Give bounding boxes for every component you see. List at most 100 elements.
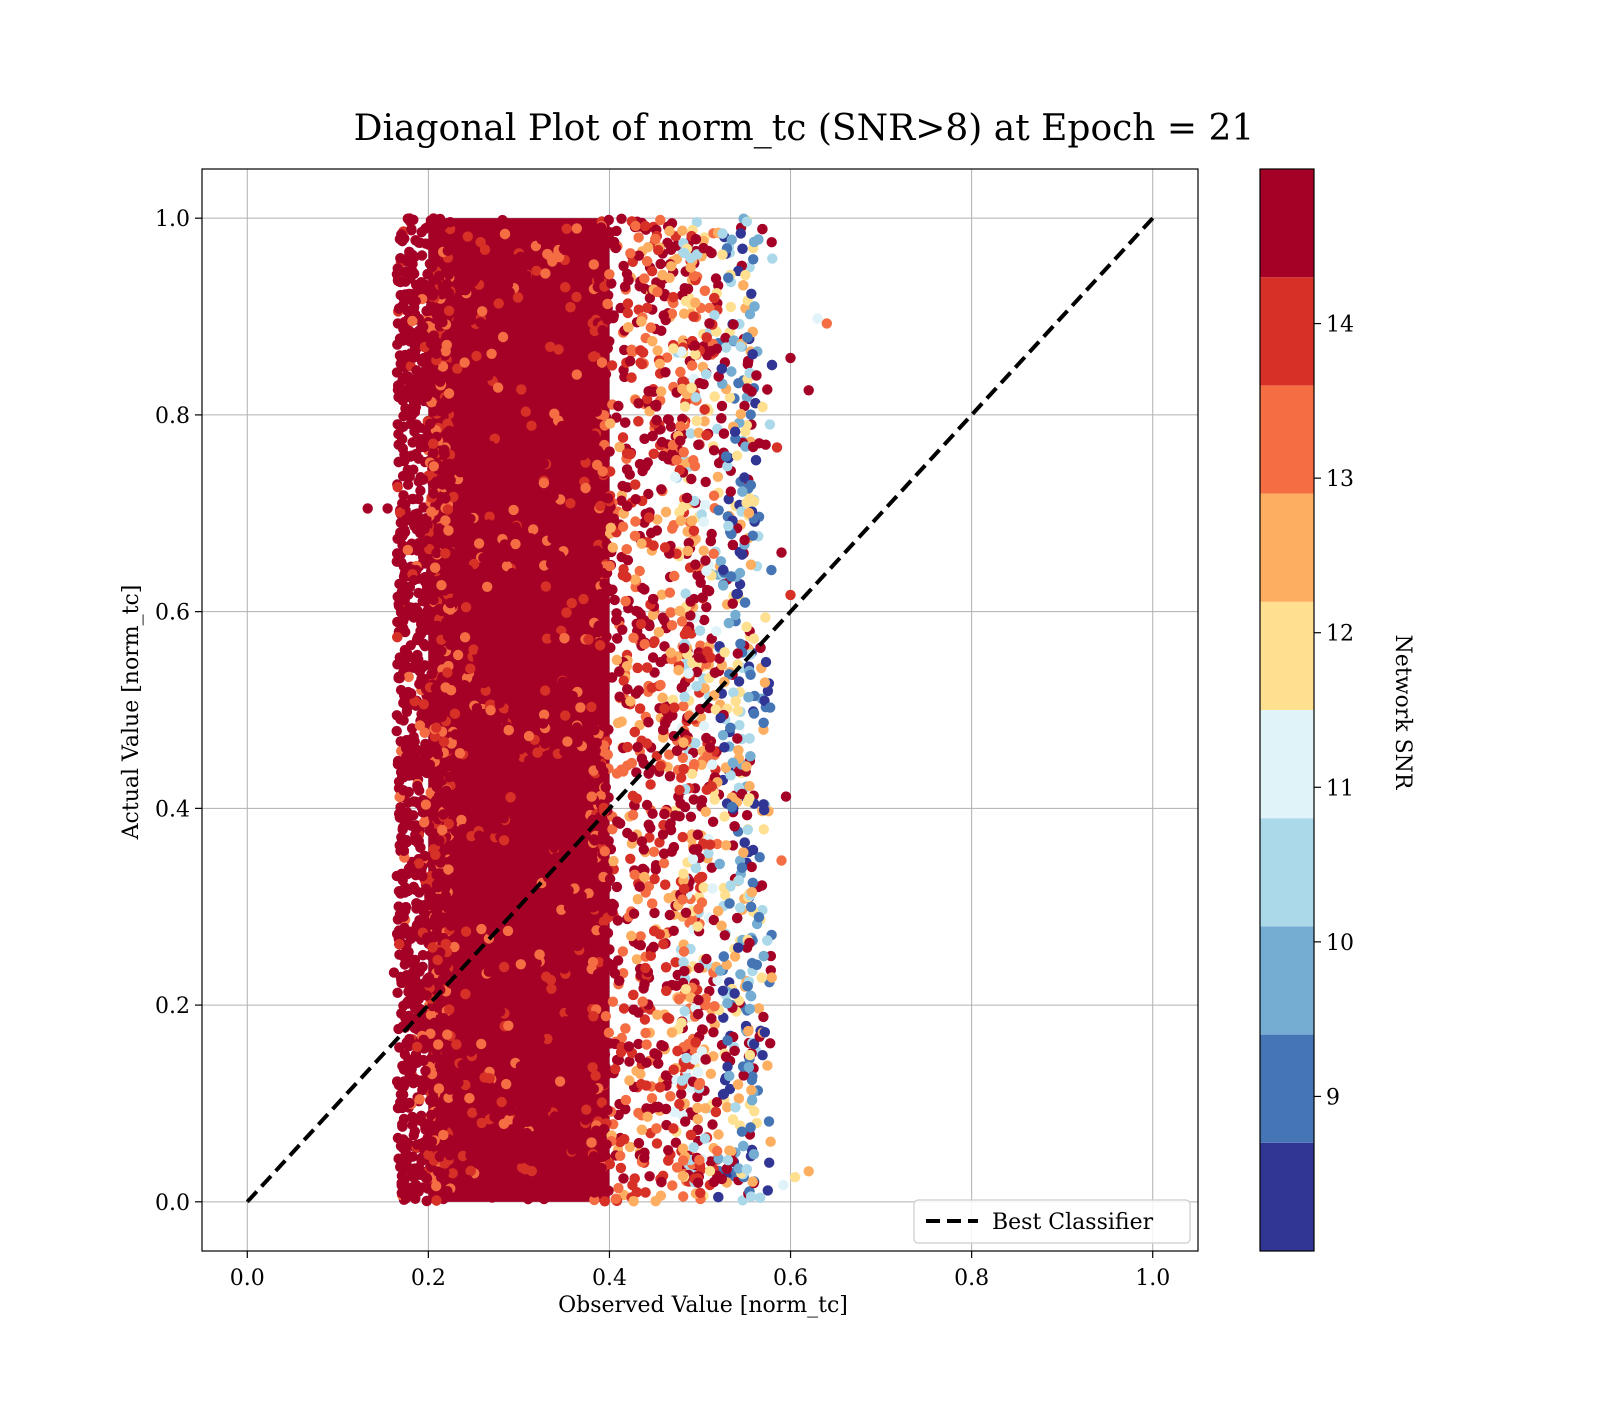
scatter-point [737, 486, 747, 496]
scatter-point [630, 531, 640, 541]
scatter-point [444, 288, 454, 298]
scatter-point [696, 872, 706, 882]
scatter-point [694, 1080, 704, 1090]
scatter-point [765, 1038, 775, 1048]
scatter-point [737, 244, 747, 254]
scatter-point [441, 617, 451, 627]
scatter-point [635, 1069, 645, 1079]
scatter-point [718, 730, 728, 740]
scatter-point [741, 622, 751, 632]
scatter-point [671, 455, 681, 465]
scatter-point [564, 902, 574, 912]
scatter-point [635, 1053, 645, 1063]
scatter-point [499, 835, 509, 845]
scatter-point [560, 479, 570, 489]
scatter-point [473, 861, 483, 871]
scatter-point [660, 367, 670, 377]
scatter-point [412, 605, 422, 615]
scatter-point [395, 382, 405, 392]
scatter-point [608, 997, 618, 1007]
scatter-point [652, 1138, 662, 1148]
scatter-point [705, 1166, 715, 1176]
scatter-point [508, 272, 518, 282]
scatter-point [718, 565, 728, 575]
scatter-point [569, 558, 579, 568]
scatter-point [587, 875, 597, 885]
scatter-point [645, 823, 655, 833]
scatter-point [616, 1163, 626, 1173]
scatter-point [733, 705, 743, 715]
scatter-point [496, 746, 506, 756]
scatter-point [445, 640, 455, 650]
scatter-point [468, 644, 478, 654]
scatter-point [546, 559, 556, 569]
scatter-point [504, 725, 514, 735]
scatter-point [736, 228, 746, 238]
scatter-point [693, 1114, 703, 1124]
scatter-point [622, 544, 632, 554]
scatter-point [650, 234, 660, 244]
scatter-point [431, 1181, 441, 1191]
scatter-point [726, 366, 736, 376]
scatter-point [439, 1064, 449, 1074]
scatter-point [686, 474, 696, 484]
scatter-point [679, 884, 689, 894]
scatter-point [573, 996, 583, 1006]
scatter-point [567, 1069, 577, 1079]
scatter-point [558, 918, 568, 928]
scatter-point [506, 1145, 516, 1155]
scatter-point [643, 717, 653, 727]
scatter-point [701, 566, 711, 576]
scatter-point [620, 596, 630, 606]
scatter-point [515, 933, 525, 943]
scatter-point [392, 548, 402, 558]
scatter-point [402, 325, 412, 335]
scatter-point [419, 674, 429, 684]
scatter-point [558, 677, 568, 687]
scatter-point [444, 1106, 454, 1116]
scatter-point [476, 924, 486, 934]
scatter-point [588, 1011, 598, 1021]
scatter-point [745, 751, 755, 761]
scatter-point [589, 530, 599, 540]
scatter-point [693, 830, 703, 840]
scatter-point [636, 1079, 646, 1089]
scatter-point [604, 1028, 614, 1038]
scatter-point [588, 937, 598, 947]
scatter-point [403, 545, 413, 555]
scatter-point [553, 344, 563, 354]
scatter-point [678, 957, 688, 967]
scatter-point [444, 428, 454, 438]
scatter-point [633, 232, 643, 242]
scatter-point [564, 532, 574, 542]
scatter-point [505, 1106, 515, 1116]
scatter-point [704, 318, 714, 328]
scatter-point [649, 847, 659, 857]
scatter-point [418, 474, 428, 484]
scatter-point [746, 409, 756, 419]
scatter-point [686, 812, 696, 822]
scatter-point [679, 946, 689, 956]
scatter-point [630, 479, 640, 489]
scatter-point [467, 582, 477, 592]
scatter-point [746, 902, 756, 912]
scatter-point [656, 1177, 666, 1187]
scatter-point [494, 884, 504, 894]
scatter-point [393, 275, 403, 285]
scatter-point [687, 516, 697, 526]
scatter-point [460, 632, 470, 642]
scatter-point [557, 1172, 567, 1182]
scatter-point [691, 234, 701, 244]
scatter-point [700, 404, 710, 414]
scatter-point [526, 421, 536, 431]
scatter-point [716, 556, 726, 566]
scatter-point [644, 768, 654, 778]
scatter-point [542, 1177, 552, 1187]
scatter-point [411, 1180, 421, 1190]
scatter-point [597, 325, 607, 335]
scatter-point [509, 970, 519, 980]
scatter-point [553, 1157, 563, 1167]
scatter-point [466, 1166, 476, 1176]
scatter-point [734, 720, 744, 730]
scatter-point [551, 1066, 561, 1076]
